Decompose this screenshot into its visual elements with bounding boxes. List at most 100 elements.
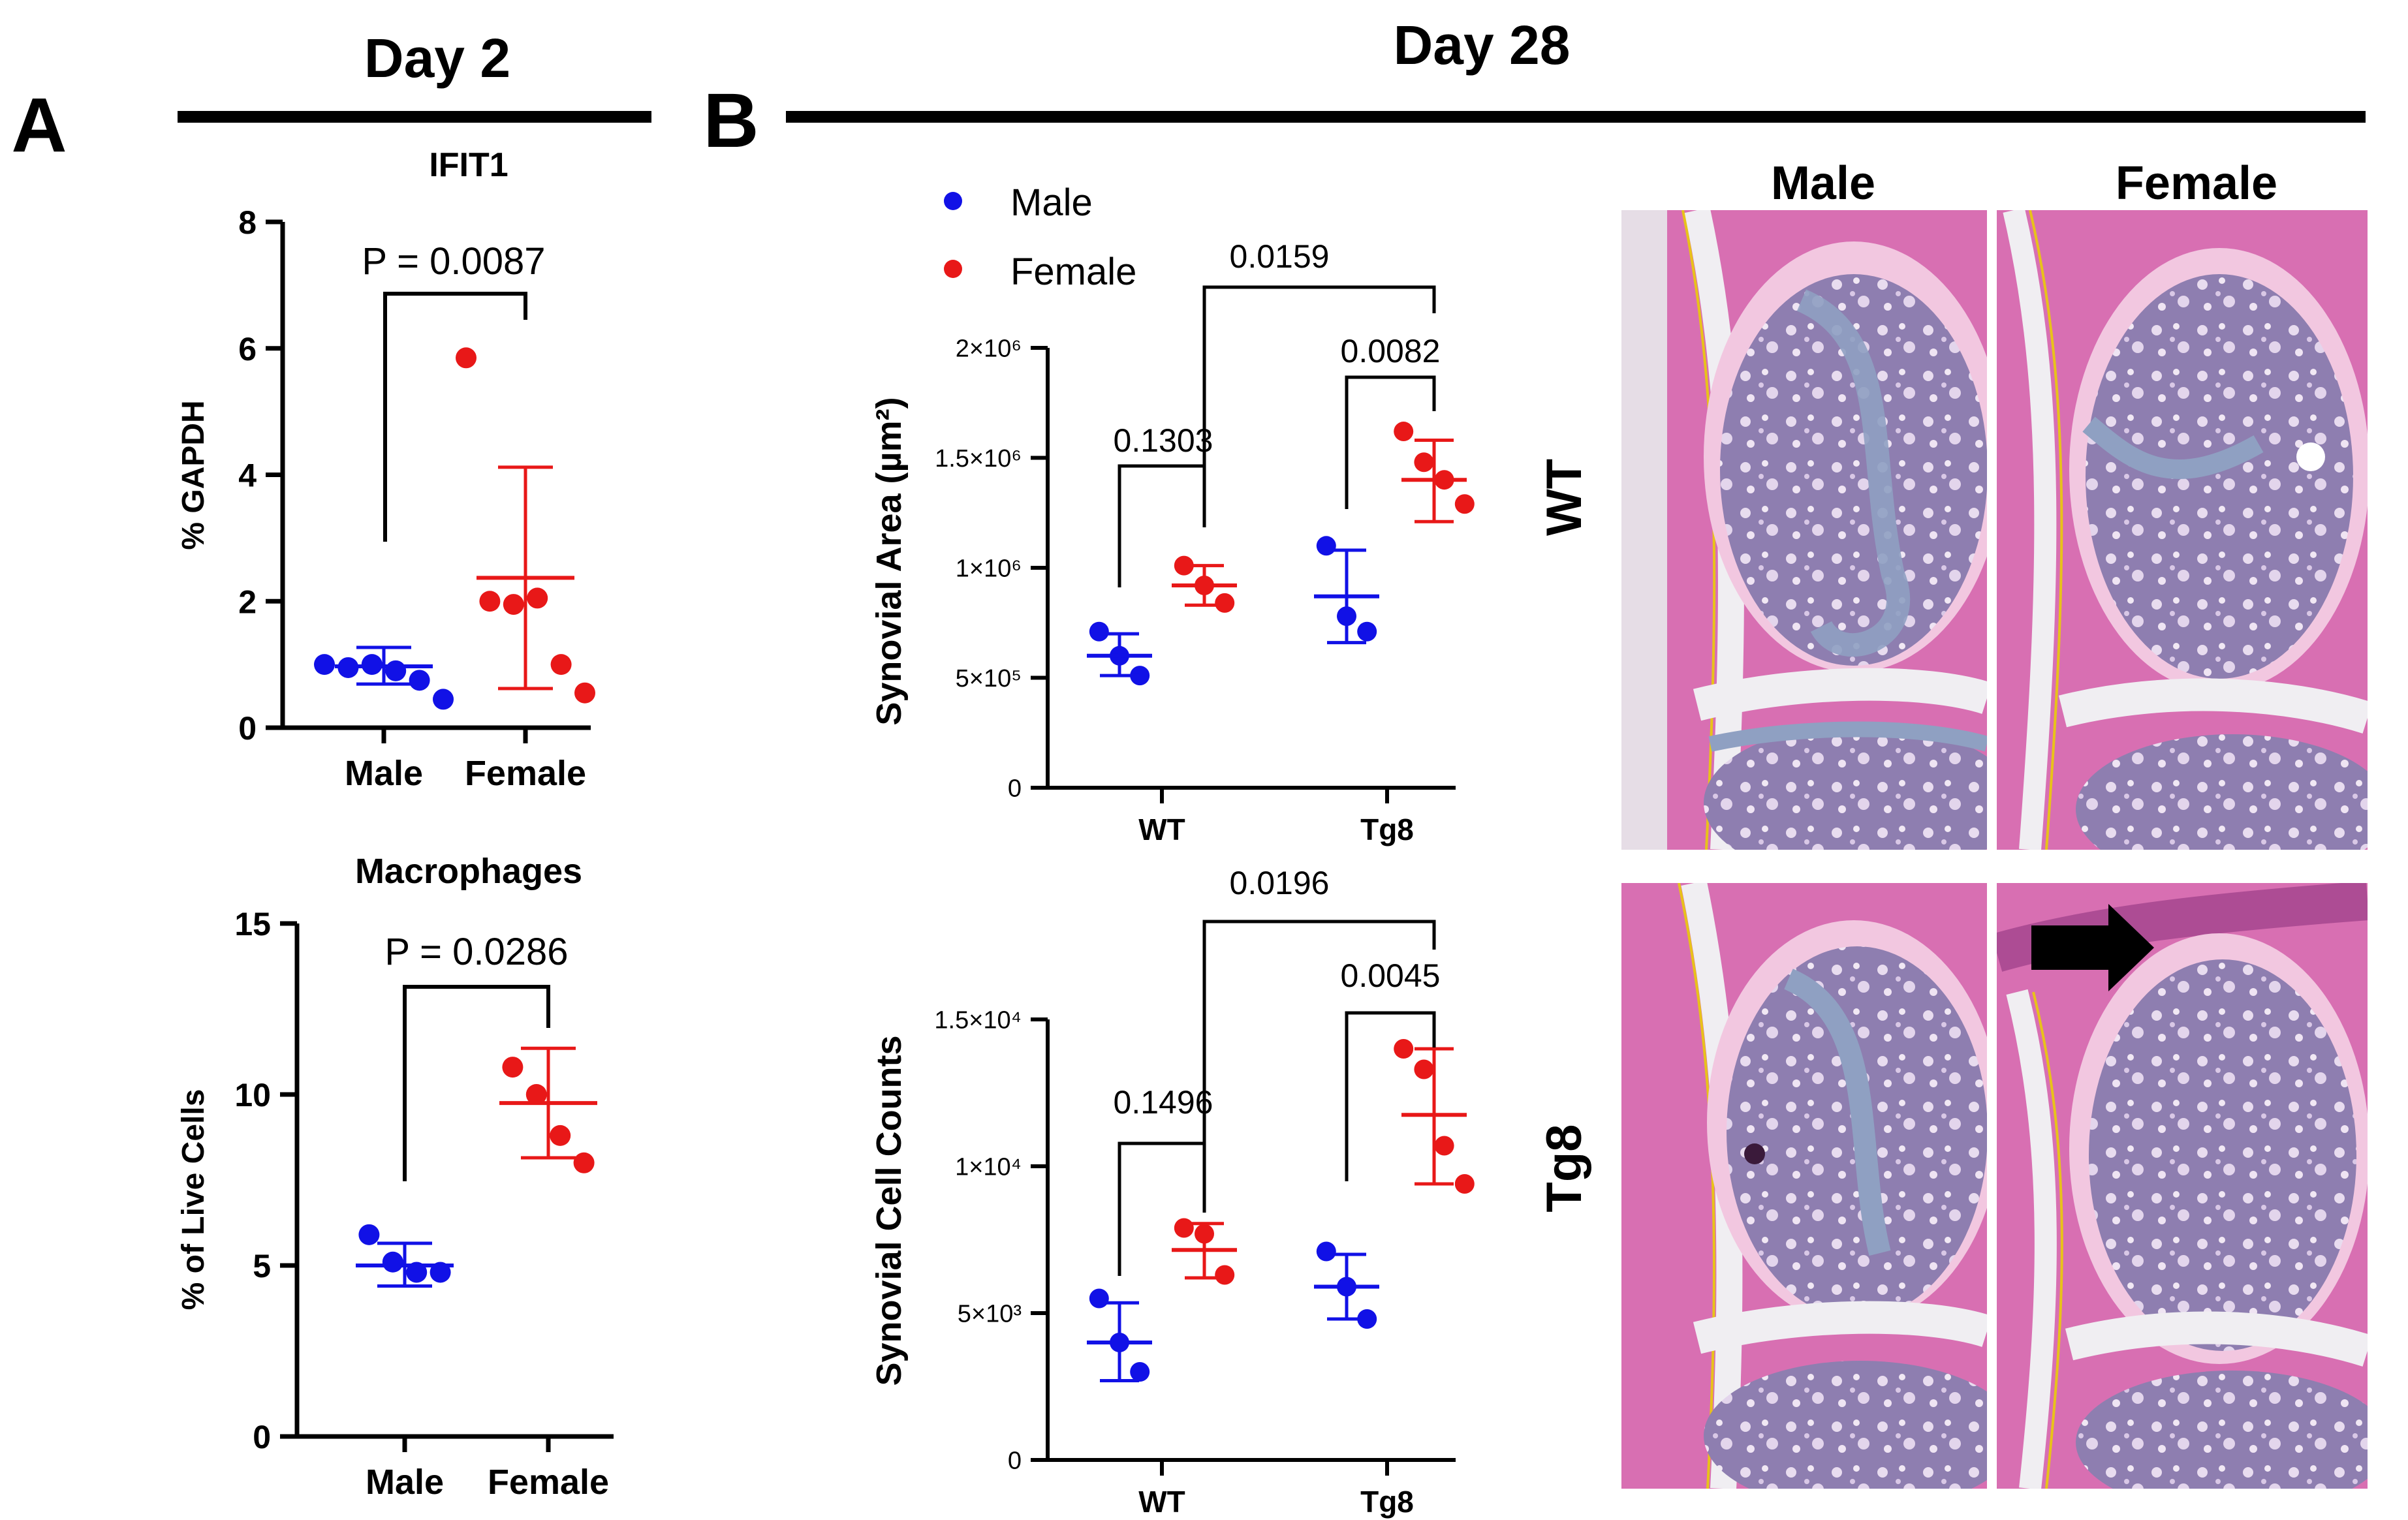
significance-bracket (1345, 375, 1436, 509)
data-point (1434, 1136, 1454, 1156)
y-tick-label: 10 (234, 1077, 271, 1113)
histology-panel: Male Female WT Tg8 (1537, 157, 2368, 1489)
y-tick-label: 2×10⁶ (956, 335, 1022, 363)
arrow-right-icon (2031, 904, 2154, 991)
data-point (479, 591, 501, 612)
histology-row-tg8: Tg8 (1537, 1124, 1592, 1212)
significance-bracket (1118, 1141, 1206, 1276)
significance-bracket (1345, 1011, 1436, 1181)
data-point (456, 347, 477, 369)
y-tick-label: 8 (238, 204, 257, 241)
y-tick-label: 2 (238, 583, 257, 620)
y-tick-label: 15 (234, 906, 271, 942)
chart-title: Macrophages (355, 852, 582, 891)
annotation-cross: 0.0196 (1230, 865, 1330, 901)
data-point (1414, 452, 1434, 473)
plot-area: 0 5×10³ 1×10⁴ 1.5×10⁴ WT Tg8 (934, 920, 1475, 1519)
plot-area: 0 5 10 15 Male Female (234, 906, 614, 1502)
x-tick-label: WT (1138, 1485, 1185, 1519)
y-tick-label: 5×10³ (958, 1301, 1022, 1328)
y-tick-label: 4 (238, 458, 257, 494)
y-tick-label: 1.5×10⁶ (935, 445, 1022, 473)
annotation-wt: 0.1303 (1114, 422, 1213, 459)
significance-bracket (383, 292, 527, 542)
x-tick-label: Tg8 (1360, 1485, 1414, 1519)
data-point (1414, 1059, 1434, 1079)
histology-image-wt-male (1621, 210, 1987, 850)
data-point (1089, 621, 1109, 642)
data-point (1316, 1241, 1336, 1262)
x-tick-label: Male (345, 754, 423, 793)
data-point (385, 660, 407, 681)
y-tick-label: 1×10⁶ (956, 555, 1022, 583)
data-point (527, 587, 548, 609)
day2-header: Day 2 (364, 27, 510, 89)
data-point (1130, 666, 1150, 686)
y-tick-label: 5×10⁵ (956, 665, 1022, 692)
significance-bracket (1202, 285, 1436, 516)
y-axis-label: % of Live Cells (176, 1089, 211, 1311)
x-tick-label: Tg8 (1360, 813, 1414, 846)
legend-male-label: Male (1010, 181, 1093, 224)
data-point (382, 1251, 403, 1273)
data-point (433, 689, 454, 710)
chart-synovial-area: Synovial Area (µm²) 0 5×10⁵ 1×10⁶ 1.5×10⁶ 2×… (869, 238, 1475, 846)
day28-rule (786, 111, 2366, 123)
y-tick-label: 0 (1008, 1448, 1022, 1475)
histology-col-male: Male (1771, 157, 1875, 209)
data-point (1215, 593, 1235, 613)
y-axis-label: Synovial Area (µm²) (869, 397, 909, 725)
annotation-cross: 0.0159 (1230, 238, 1330, 275)
data-point (1454, 1174, 1475, 1194)
day2-rule (178, 111, 651, 123)
legend-male-marker (944, 192, 962, 210)
day28-header: Day 28 (1394, 14, 1571, 76)
annotation-tg8: 0.0082 (1341, 333, 1441, 369)
y-tick-label: 0 (253, 1419, 271, 1455)
y-tick-label: 0 (238, 710, 257, 747)
legend: Male Female (944, 181, 1136, 293)
chart-synovial-counts: Synovial Cell Counts 0 5×10³ 1×10⁴ 1.5×10⁴ W… (869, 865, 1475, 1519)
data-point (1174, 1218, 1194, 1238)
histology-row-wt: WT (1537, 459, 1592, 536)
data-point (1130, 1362, 1150, 1382)
legend-female-marker (944, 260, 962, 278)
panel-a-label: A (11, 82, 67, 168)
x-tick-label: Male (366, 1463, 444, 1502)
chart-title: IFIT1 (429, 146, 508, 184)
x-tick-label: Female (488, 1463, 609, 1502)
data-point (1215, 1265, 1235, 1285)
annotation-wt: 0.1496 (1114, 1084, 1213, 1121)
histology-image-tg8-female (1997, 883, 2368, 1489)
y-tick-label: 1×10⁴ (955, 1154, 1022, 1181)
data-point (1394, 422, 1414, 442)
y-tick-label: 0 (1008, 775, 1022, 803)
histology-image-tg8-male (1621, 883, 1987, 1489)
p-value-annotation: P = 0.0087 (362, 240, 545, 283)
plot-area: 0 5×10⁵ 1×10⁶ 1.5×10⁶ 2×10⁶ WT Tg8 (935, 285, 1475, 846)
y-axis-label: % GAPDH (176, 400, 211, 550)
p-value-annotation: P = 0.0286 (384, 931, 568, 973)
data-point (502, 1057, 524, 1078)
data-point (574, 682, 595, 704)
data-point (550, 654, 572, 675)
x-tick-label: Female (465, 754, 586, 793)
data-point (573, 1152, 595, 1173)
data-point (503, 594, 524, 615)
plot-area: 0 2 4 6 8 Male Female (238, 204, 595, 793)
panel-b-label: B (703, 78, 758, 164)
data-point (1357, 1309, 1377, 1329)
legend-female-label: Female (1010, 251, 1136, 293)
x-tick-label: WT (1138, 813, 1185, 846)
data-point (550, 1124, 571, 1146)
data-point (1089, 1288, 1109, 1309)
significance-bracket (403, 985, 550, 1181)
data-point (1394, 1039, 1414, 1059)
data-point (1454, 494, 1475, 514)
y-tick-label: 6 (238, 331, 257, 367)
y-tick-label: 5 (253, 1248, 271, 1284)
data-point (358, 1224, 380, 1245)
chart-macrophages: Macrophages % of Live Cells 0 5 10 15 Male Fe… (176, 852, 614, 1502)
data-point (1357, 621, 1377, 642)
